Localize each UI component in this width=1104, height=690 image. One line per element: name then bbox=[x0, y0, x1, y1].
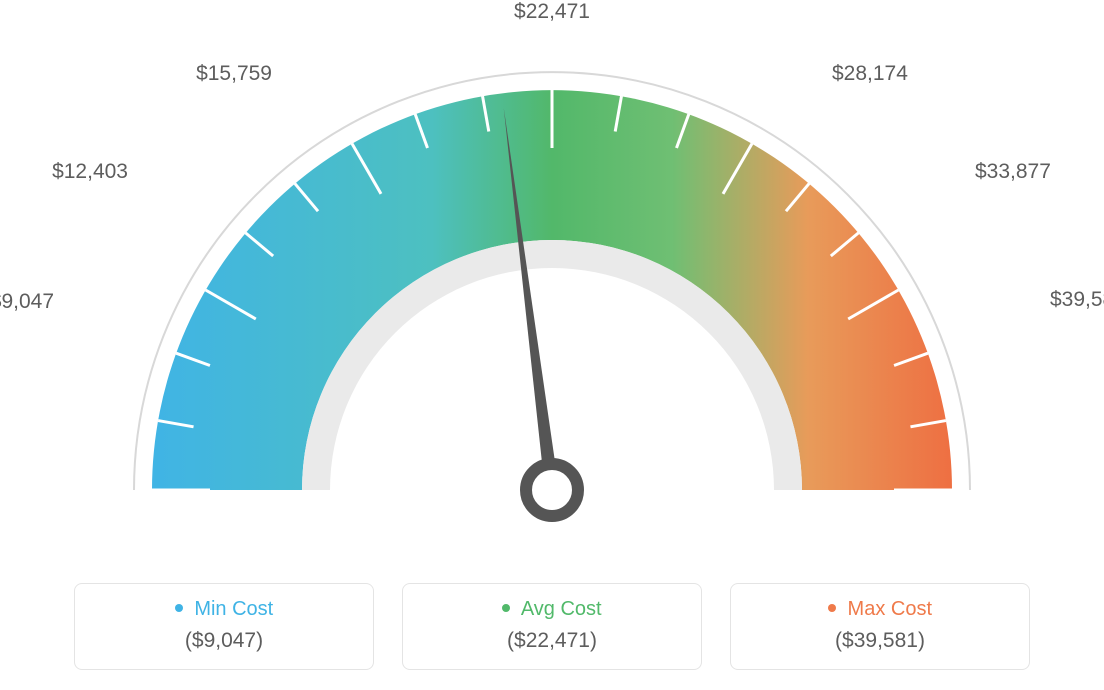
dot-icon bbox=[502, 604, 510, 612]
legend-title-max: Max Cost bbox=[741, 598, 1019, 621]
legend-value-max: ($39,581) bbox=[741, 629, 1019, 653]
legend-title-avg: Avg Cost bbox=[413, 598, 691, 621]
gauge-svg bbox=[0, 20, 1104, 580]
scale-label: $28,174 bbox=[832, 62, 908, 86]
legend-card-max: Max Cost ($39,581) bbox=[730, 583, 1030, 670]
dot-icon bbox=[828, 604, 836, 612]
scale-label: $33,877 bbox=[975, 160, 1051, 184]
legend-title-text: Min Cost bbox=[194, 598, 273, 620]
scale-label: $9,047 bbox=[0, 290, 54, 314]
scale-label: $15,759 bbox=[196, 62, 272, 86]
legend-card-avg: Avg Cost ($22,471) bbox=[402, 583, 702, 670]
gauge-chart: $9,047 $12,403 $15,759 $22,471 $28,174 $33,87… bbox=[0, 0, 1104, 560]
legend-value-avg: ($22,471) bbox=[413, 629, 691, 653]
dot-icon bbox=[175, 604, 183, 612]
legend-title-text: Avg Cost bbox=[521, 598, 602, 620]
legend-row: Min Cost ($9,047) Avg Cost ($22,471) Max… bbox=[0, 583, 1104, 670]
legend-value-min: ($9,047) bbox=[85, 629, 363, 653]
legend-title-text: Max Cost bbox=[848, 598, 932, 620]
legend-title-min: Min Cost bbox=[85, 598, 363, 621]
scale-label: $12,403 bbox=[52, 160, 128, 184]
scale-label: $39,581 bbox=[1050, 288, 1104, 312]
scale-label: $22,471 bbox=[514, 0, 590, 24]
legend-card-min: Min Cost ($9,047) bbox=[74, 583, 374, 670]
